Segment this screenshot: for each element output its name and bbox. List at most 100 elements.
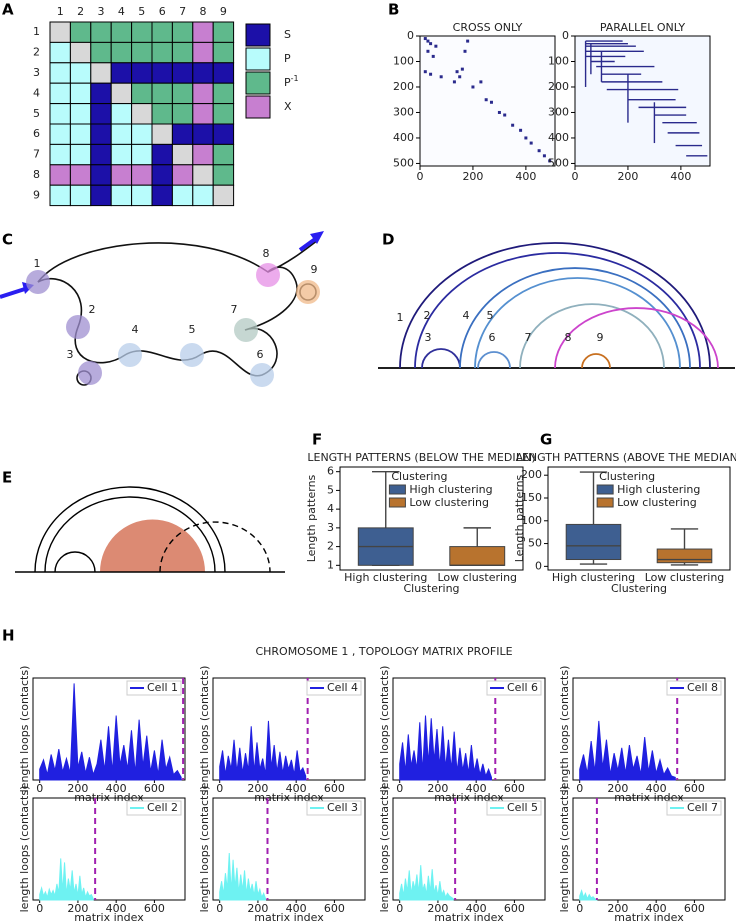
x-tick-label: Low clustering: [645, 571, 725, 584]
matrix-cell: [49, 184, 71, 207]
matrix-cell: [192, 164, 214, 186]
x-tick-label: 600: [684, 902, 705, 915]
y-tick-label: 50: [528, 537, 542, 550]
contact-point: [548, 159, 552, 163]
legend-swatch: [245, 95, 271, 119]
contact-point: [497, 110, 501, 114]
y-tick-label: 300: [548, 105, 569, 118]
profile: [39, 858, 94, 901]
contact-point: [439, 75, 443, 79]
x-tick-label: 200: [67, 782, 88, 795]
matrix-cell: [212, 143, 235, 166]
x-tick-label: 400: [106, 902, 127, 915]
x-tick-label: 200: [607, 902, 628, 915]
x-tick-label: 200: [427, 902, 448, 915]
contact-point: [519, 128, 523, 132]
x-axis-label: Clustering: [611, 582, 667, 595]
plot-area: [574, 35, 711, 167]
matrix-cell: [110, 21, 133, 43]
x-tick-label: 400: [670, 170, 691, 183]
y-tick-label: 500: [393, 156, 414, 169]
matrix-cell: [171, 103, 194, 125]
matrix-cell: [69, 62, 92, 84]
y-tick-label: 0: [407, 29, 414, 42]
arc-label: 8: [565, 331, 572, 344]
x-axis-label: matrix index: [74, 911, 144, 921]
chart-title: CHROMOSOME 1 , TOPOLOGY MATRIX PROFILE: [255, 645, 512, 658]
x-tick-label: 0: [216, 902, 223, 915]
y-tick-label: 200: [521, 468, 542, 481]
y-axis-label: length loops (contacts): [18, 666, 31, 793]
matrix-cell: [171, 62, 194, 84]
y-tick-label: 5: [327, 483, 334, 496]
matrix-cell: [110, 62, 133, 84]
plot-area: [212, 797, 366, 901]
legend-sup: -1: [291, 74, 299, 83]
contact-point: [542, 154, 546, 158]
matrix-cell: [151, 143, 173, 166]
x-axis-label: matrix index: [614, 911, 684, 921]
junction: [66, 315, 90, 339]
row-label: 9: [33, 188, 40, 201]
x-tick-label: 0: [417, 170, 424, 183]
row-label: 5: [33, 107, 40, 120]
arc-label: 5: [487, 309, 494, 322]
legend-label: Cell 2: [147, 801, 178, 814]
matrix-cell: [212, 184, 235, 207]
row-label: 8: [33, 168, 40, 181]
legend-box: [126, 680, 182, 696]
y-tick-label: 0: [562, 29, 569, 42]
legend-label: Cell 3: [327, 801, 358, 814]
x-tick-label: 0: [36, 902, 43, 915]
x-tick-label: 200: [247, 782, 268, 795]
y-tick-label: 4: [327, 502, 334, 515]
legend-label: P: [284, 52, 291, 65]
legend-swatch: [388, 484, 406, 495]
contact-point: [511, 123, 515, 127]
row-label: 4: [33, 86, 40, 99]
column-label: 7: [179, 5, 186, 18]
contact-point: [463, 49, 467, 53]
legend-label: P-1: [284, 74, 299, 90]
contact-point: [529, 141, 533, 145]
arc-label: 3: [425, 331, 432, 344]
arc-diagram-e: [15, 486, 285, 573]
x-tick-label: 600: [144, 782, 165, 795]
matrix-cell: [212, 103, 235, 125]
matrix-cell: [151, 123, 173, 145]
matrix-cell: [131, 21, 153, 43]
matrix-cell: [110, 143, 133, 166]
junction-label: 5: [189, 323, 196, 336]
matrix-cell: [151, 41, 173, 64]
matrix-cell: [171, 41, 194, 64]
matrix-cell: [212, 82, 235, 105]
contact-point: [455, 70, 459, 74]
junction: [234, 318, 258, 342]
contact-point: [426, 49, 430, 53]
junction: [250, 363, 274, 387]
arc: [474, 277, 681, 369]
matrix-cell: [192, 82, 214, 105]
legend-box: [306, 680, 362, 696]
profile: [219, 852, 267, 901]
matrix-cell: [151, 184, 173, 207]
arc: [399, 242, 711, 369]
row-label: 1: [33, 25, 40, 38]
x-tick-label: 600: [324, 782, 345, 795]
matrix-cell: [49, 62, 71, 84]
junction-label: 6: [257, 348, 264, 361]
legend-swatch: [245, 23, 271, 47]
x-tick-label: 0: [396, 782, 403, 795]
matrix-cell: [90, 184, 112, 207]
legend-box: [666, 680, 722, 696]
arc: [519, 303, 665, 369]
y-axis-label: length loops (contacts): [18, 786, 31, 913]
matrix-cell: [49, 164, 71, 186]
matrix-cell: [49, 41, 71, 64]
profile: [399, 865, 454, 901]
matrix-cell: [212, 41, 235, 64]
x-tick-label: 200: [607, 782, 628, 795]
profile: [579, 888, 598, 901]
legend-label: Cell 6: [507, 681, 538, 694]
